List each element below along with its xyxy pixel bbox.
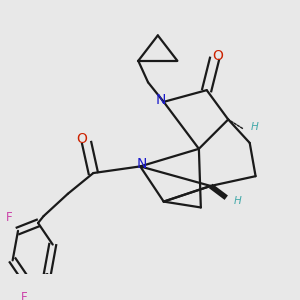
- Text: H: H: [251, 122, 259, 132]
- Text: O: O: [76, 132, 87, 146]
- Text: N: N: [155, 93, 166, 107]
- Text: O: O: [212, 49, 223, 63]
- Text: N: N: [137, 158, 147, 171]
- Text: F: F: [6, 212, 13, 224]
- Text: H: H: [233, 196, 241, 206]
- Text: F: F: [21, 291, 28, 300]
